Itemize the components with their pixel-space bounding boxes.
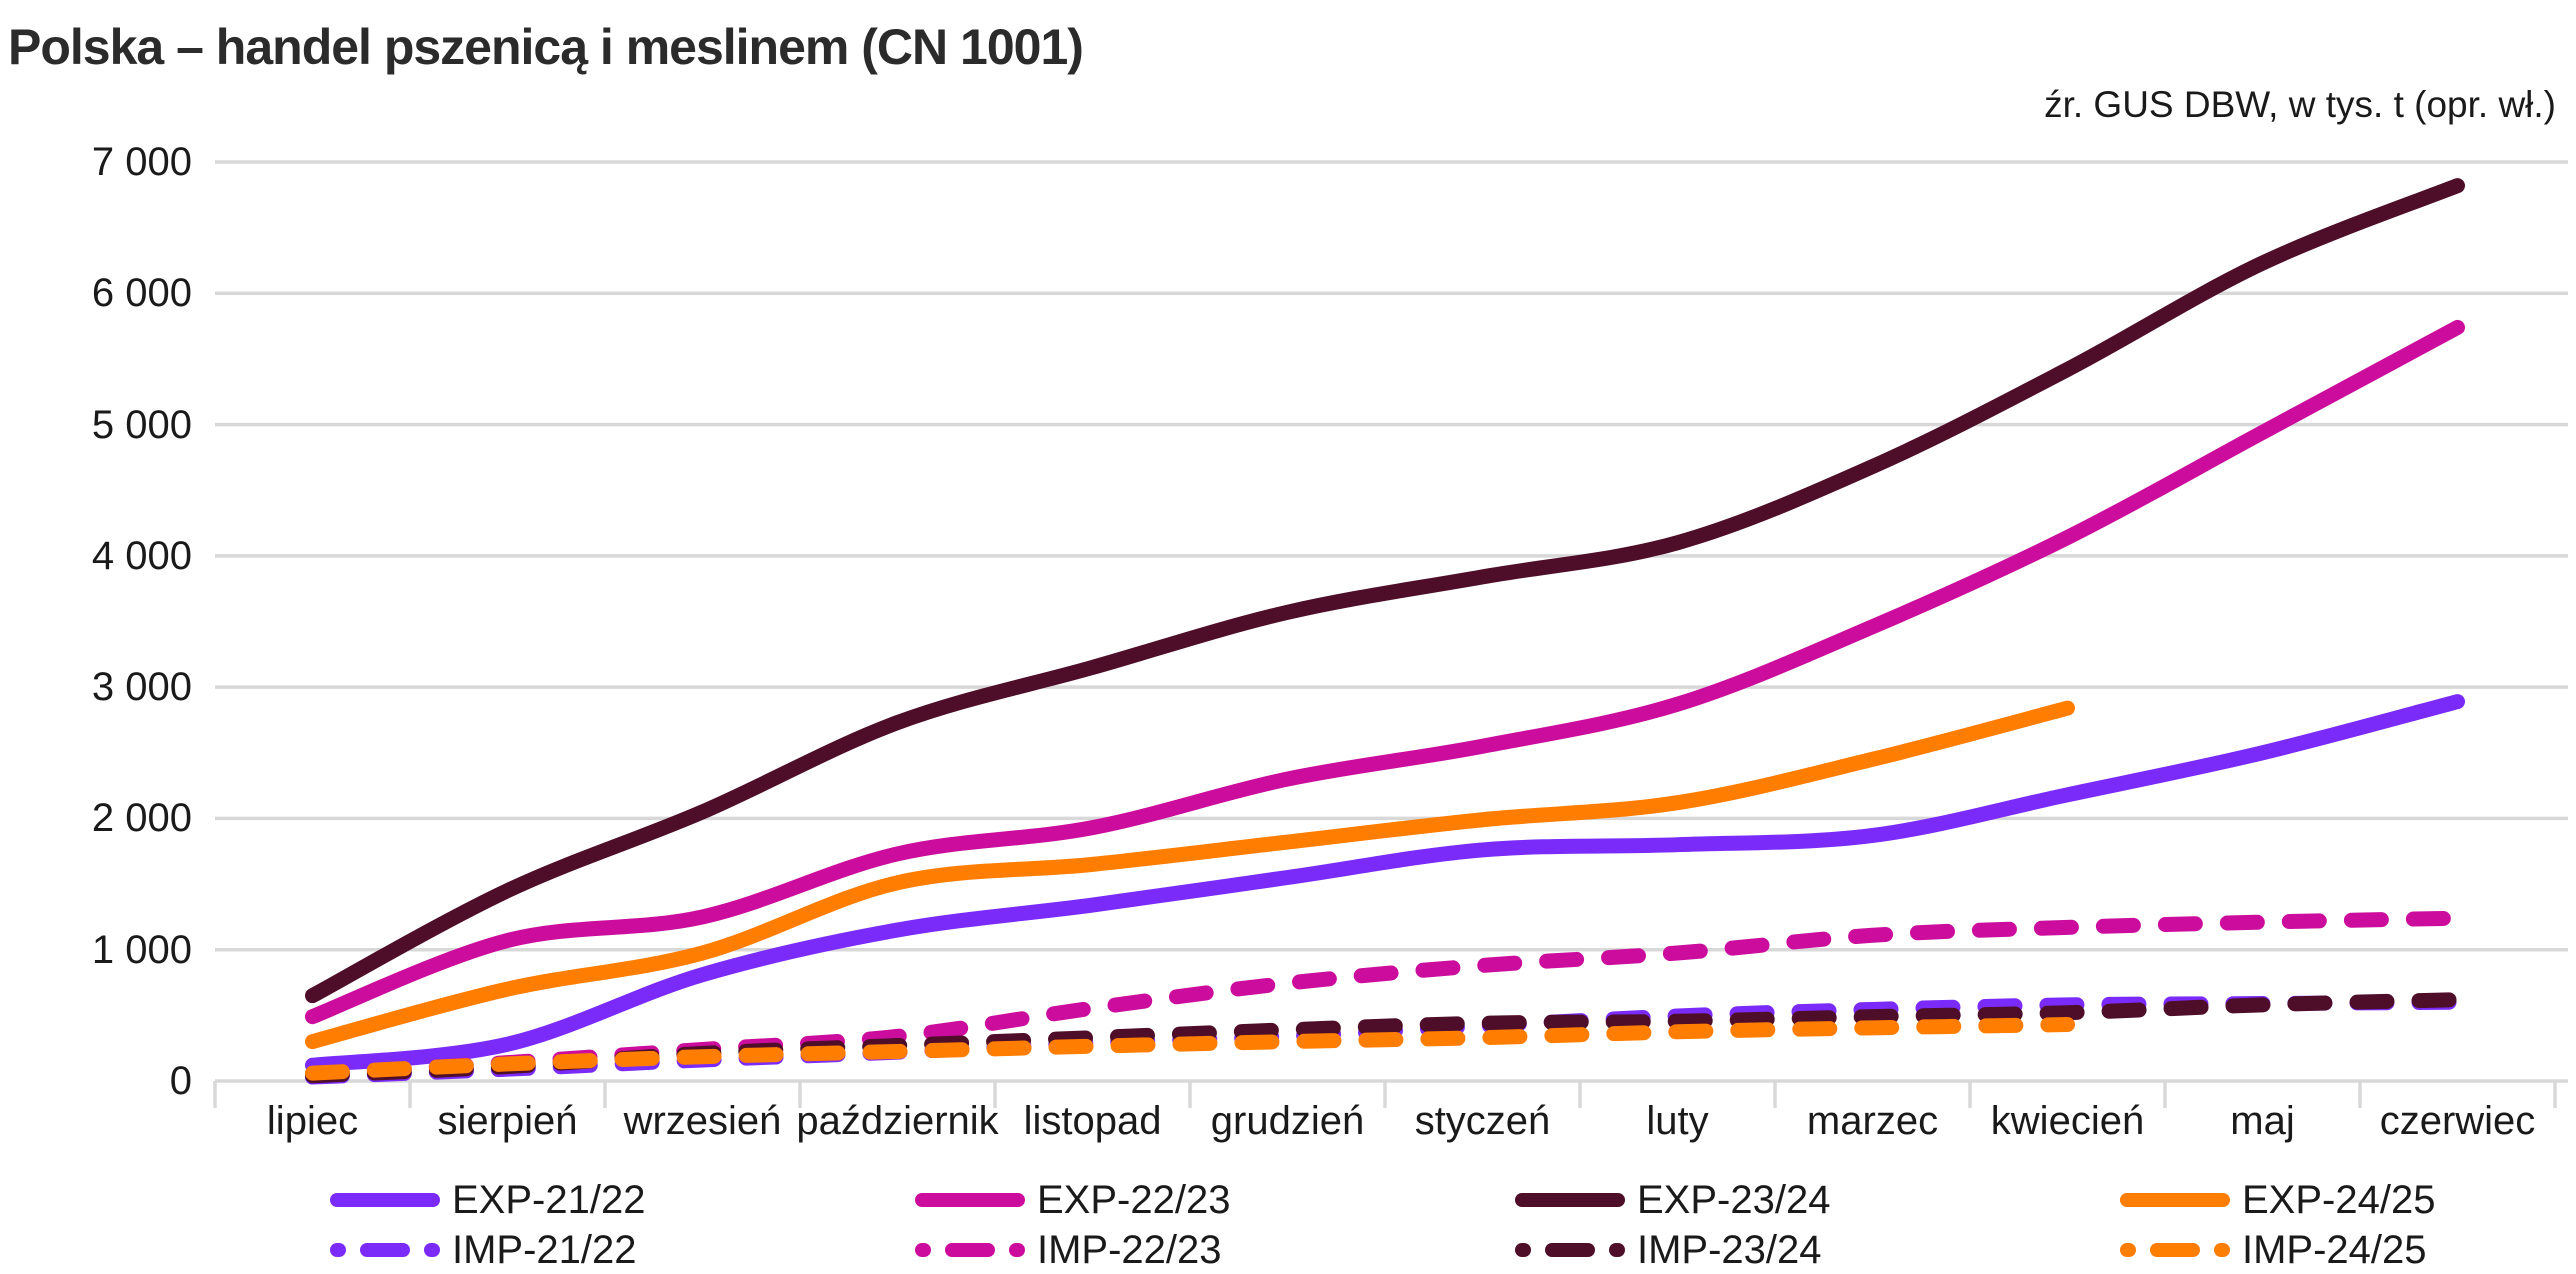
x-axis-label-wrzesień: wrzesień — [623, 1099, 782, 1143]
legend-swatch-IMP-23/24 — [1515, 1243, 1625, 1257]
y-axis-label-3000: 3 000 — [91, 665, 192, 710]
legend-dash-segment — [330, 1243, 346, 1257]
y-axis-label-5000: 5 000 — [91, 402, 192, 447]
legend-label-EXP-21/22: EXP-21/22 — [452, 1178, 646, 1222]
x-axis-label-lipiec: lipiec — [266, 1099, 359, 1143]
legend-swatch-EXP-21/22 — [330, 1193, 440, 1207]
legend-dash-segment — [2120, 1243, 2136, 1257]
series-line-EXP-21/22 — [305, 694, 2465, 1073]
series-line-EXP-22/23 — [305, 319, 2465, 1025]
legend-dash-segment — [360, 1243, 410, 1257]
legend-dash-segment — [1009, 1243, 1025, 1257]
legend-dash-segment — [1515, 1243, 1531, 1257]
y-axis-label-7000: 7 000 — [91, 140, 192, 184]
x-axis-label-luty: luty — [1646, 1099, 1709, 1143]
legend-label-IMP-22/23: IMP-22/23 — [1037, 1228, 1222, 1272]
legend-label-IMP-23/24: IMP-23/24 — [1637, 1228, 1822, 1272]
x-axis-label-sierpień: sierpień — [437, 1099, 578, 1143]
chart-title: Polska – handel pszenicą i meslinem (CN … — [8, 19, 1084, 75]
legend-dash-segment — [915, 1243, 931, 1257]
legend-label-IMP-24/25: IMP-24/25 — [2242, 1228, 2427, 1272]
legend-dash-segment — [945, 1243, 995, 1257]
y-axis-label-0: 0 — [169, 1059, 192, 1103]
legend-swatch-IMP-22/23 — [915, 1243, 1025, 1257]
legend-swatch-IMP-24/25 — [2120, 1243, 2230, 1257]
x-axis-label-styczeń: styczeń — [1414, 1099, 1551, 1143]
x-axis-label-październik: październik — [796, 1099, 999, 1143]
x-axis-label-grudzień: grudzień — [1210, 1099, 1365, 1143]
x-axis-label-czerwiec: czerwiec — [2379, 1099, 2536, 1143]
series-line-IMP-24/25 — [305, 1017, 2075, 1081]
y-axis-label-1000: 1 000 — [91, 927, 192, 972]
legend-label-IMP-21/22: IMP-21/22 — [452, 1228, 637, 1272]
y-axis-label-6000: 6 000 — [91, 271, 192, 316]
series-line-EXP-24/25 — [305, 700, 2075, 1050]
legend-dash-segment — [2214, 1243, 2230, 1257]
series-line-EXP-23/24 — [305, 178, 2465, 1004]
x-axis-label-listopad: listopad — [1023, 1099, 1162, 1143]
chart-source-note: źr. GUS DBW, w tys. t (opr. wł.) — [2044, 84, 2556, 125]
x-axis-label-kwiecień: kwiecień — [1990, 1099, 2145, 1143]
y-axis-label-2000: 2 000 — [91, 796, 192, 841]
x-axis-label-maj: maj — [2230, 1099, 2295, 1143]
legend-dash-segment — [2150, 1243, 2200, 1257]
legend-dash-segment — [1545, 1243, 1595, 1257]
x-axis-label-marzec: marzec — [1806, 1099, 1939, 1143]
legend-swatch-EXP-22/23 — [915, 1193, 1025, 1207]
legend-label-EXP-22/23: EXP-22/23 — [1037, 1178, 1231, 1222]
legend-swatch-EXP-23/24 — [1515, 1193, 1625, 1207]
legend-label-EXP-23/24: EXP-23/24 — [1637, 1178, 1831, 1222]
legend-dash-segment — [1609, 1243, 1625, 1257]
y-axis-label-4000: 4 000 — [91, 533, 192, 578]
legend-label-EXP-24/25: EXP-24/25 — [2242, 1178, 2436, 1222]
legend-dash-segment — [424, 1243, 440, 1257]
legend-swatch-EXP-24/25 — [2120, 1193, 2230, 1207]
legend-swatch-IMP-21/22 — [330, 1243, 440, 1257]
